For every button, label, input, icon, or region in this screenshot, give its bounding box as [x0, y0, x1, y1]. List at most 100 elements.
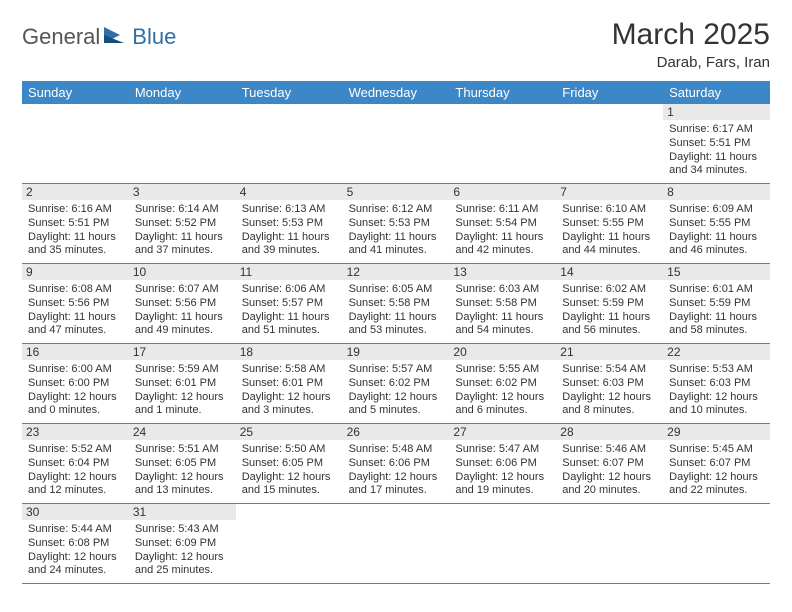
day-dl1: Daylight: 11 hours — [455, 311, 550, 325]
day-sunrise: Sunrise: 5:57 AM — [349, 363, 444, 377]
day-sunset: Sunset: 6:02 PM — [349, 377, 444, 391]
dow-cell: Friday — [556, 81, 663, 104]
day-number: 9 — [22, 264, 129, 280]
day-sunrise: Sunrise: 6:05 AM — [349, 283, 444, 297]
day-cell: 15 Sunrise: 6:01 AMSunset: 5:59 PMDayligh… — [663, 264, 770, 343]
day-sunrise: Sunrise: 5:52 AM — [28, 443, 123, 457]
day-sunset: Sunset: 5:54 PM — [455, 217, 550, 231]
day-dl2: and 49 minutes. — [135, 324, 230, 338]
day-sunrise: Sunrise: 5:51 AM — [135, 443, 230, 457]
day-sunrise: Sunrise: 5:47 AM — [455, 443, 550, 457]
day-dl2: and 12 minutes. — [28, 484, 123, 498]
day-details: Sunrise: 5:58 AMSunset: 6:01 PMDaylight:… — [242, 363, 337, 418]
day-sunset: Sunset: 5:56 PM — [135, 297, 230, 311]
day-cell: 12Sunrise: 6:05 AMSunset: 5:58 PMDayligh… — [343, 264, 450, 343]
day-sunrise: Sunrise: 6:13 AM — [242, 203, 337, 217]
day-details: Sunrise: 6:12 AMSunset: 5:53 PMDaylight:… — [349, 203, 444, 258]
day-number: 28 — [556, 424, 663, 440]
day-cell: 11 Sunrise: 6:06 AMSunset: 5:57 PMDayligh… — [236, 264, 343, 343]
day-cell: 31Sunrise: 5:43 AMSunset: 6:09 PMDayligh… — [129, 504, 236, 583]
day-cell: 16 Sunrise: 6:00 AMSunset: 6:00 PMDayligh… — [22, 344, 129, 423]
day-details: Sunrise: 5:57 AMSunset: 6:02 PMDaylight:… — [349, 363, 444, 418]
day-sunrise: Sunrise: 5:43 AM — [135, 523, 230, 537]
day-cell: 19Sunrise: 5:57 AMSunset: 6:02 PMDayligh… — [343, 344, 450, 423]
day-dl2: and 10 minutes. — [669, 404, 764, 418]
day-number: 5 — [343, 184, 450, 200]
day-number: 27 — [449, 424, 556, 440]
day-details: Sunrise: 5:54 AMSunset: 6:03 PMDaylight:… — [562, 363, 657, 418]
day-details: Sunrise: 5:50 AMSunset: 6:05 PMDaylight:… — [242, 443, 337, 498]
dow-cell: Tuesday — [236, 81, 343, 104]
day-number: 15 — [663, 264, 770, 280]
logo: General Blue — [22, 18, 176, 50]
day-dl2: and 42 minutes. — [455, 244, 550, 258]
day-dl2: and 37 minutes. — [135, 244, 230, 258]
day-sunset: Sunset: 5:57 PM — [242, 297, 337, 311]
day-sunrise: Sunrise: 6:11 AM — [455, 203, 550, 217]
day-number: 24 — [129, 424, 236, 440]
calendar-grid: SundayMondayTuesdayWednesdayThursdayFrid… — [22, 81, 770, 584]
day-details: Sunrise: 6:01 AMSunset: 5:59 PMDaylight:… — [669, 283, 764, 338]
day-sunset: Sunset: 6:05 PM — [242, 457, 337, 471]
day-sunset: Sunset: 6:05 PM — [135, 457, 230, 471]
day-details: Sunrise: 6:00 AMSunset: 6:00 PMDaylight:… — [28, 363, 123, 418]
day-number: 7 — [556, 184, 663, 200]
day-dl1: Daylight: 12 hours — [28, 471, 123, 485]
day-cell: 23Sunrise: 5:52 AMSunset: 6:04 PMDayligh… — [22, 424, 129, 503]
day-details: Sunrise: 6:14 AMSunset: 5:52 PMDaylight:… — [135, 203, 230, 258]
day-dl2: and 24 minutes. — [28, 564, 123, 578]
day-details: Sunrise: 5:46 AMSunset: 6:07 PMDaylight:… — [562, 443, 657, 498]
day-dl1: Daylight: 12 hours — [669, 391, 764, 405]
day-dl1: Daylight: 12 hours — [349, 471, 444, 485]
day-sunrise: Sunrise: 5:55 AM — [455, 363, 550, 377]
day-dl2: and 6 minutes. — [455, 404, 550, 418]
day-details: Sunrise: 5:47 AMSunset: 6:06 PMDaylight:… — [455, 443, 550, 498]
day-dl1: Daylight: 12 hours — [135, 551, 230, 565]
day-details: Sunrise: 6:08 AMSunset: 5:56 PMDaylight:… — [28, 283, 123, 338]
day-sunset: Sunset: 6:07 PM — [669, 457, 764, 471]
day-details: Sunrise: 6:06 AMSunset: 5:57 PMDaylight:… — [242, 283, 337, 338]
day-details: Sunrise: 5:53 AMSunset: 6:03 PMDaylight:… — [669, 363, 764, 418]
day-cell: 4Sunrise: 6:13 AMSunset: 5:53 PMDaylight… — [236, 184, 343, 263]
month-title: March 2025 — [612, 18, 770, 52]
day-number: 16 — [22, 344, 129, 360]
day-details: Sunrise: 5:43 AMSunset: 6:09 PMDaylight:… — [135, 523, 230, 578]
day-cell — [236, 104, 343, 183]
day-dl2: and 44 minutes. — [562, 244, 657, 258]
day-sunrise: Sunrise: 6:06 AM — [242, 283, 337, 297]
day-dl1: Daylight: 11 hours — [669, 151, 764, 165]
day-dl1: Daylight: 12 hours — [28, 551, 123, 565]
day-sunset: Sunset: 5:55 PM — [562, 217, 657, 231]
day-sunrise: Sunrise: 5:53 AM — [669, 363, 764, 377]
day-details: Sunrise: 6:07 AMSunset: 5:56 PMDaylight:… — [135, 283, 230, 338]
page: General Blue March 2025 Darab, Fars, Ira… — [0, 0, 792, 602]
day-number: 17 — [129, 344, 236, 360]
day-cell — [449, 104, 556, 183]
day-cell — [556, 504, 663, 583]
day-number: 11 — [236, 264, 343, 280]
day-dl2: and 19 minutes. — [455, 484, 550, 498]
day-number: 1 — [663, 104, 770, 120]
day-dl2: and 47 minutes. — [28, 324, 123, 338]
day-cell: 18Sunrise: 5:58 AMSunset: 6:01 PMDayligh… — [236, 344, 343, 423]
week-row: 16 Sunrise: 6:00 AMSunset: 6:00 PMDayligh… — [22, 344, 770, 424]
day-sunset: Sunset: 5:51 PM — [669, 137, 764, 151]
day-details: Sunrise: 6:05 AMSunset: 5:58 PMDaylight:… — [349, 283, 444, 338]
day-cell: 29Sunrise: 5:45 AMSunset: 6:07 PMDayligh… — [663, 424, 770, 503]
day-dl1: Daylight: 11 hours — [562, 311, 657, 325]
day-sunrise: Sunrise: 5:54 AM — [562, 363, 657, 377]
day-dl2: and 56 minutes. — [562, 324, 657, 338]
day-dl2: and 53 minutes. — [349, 324, 444, 338]
day-number: 23 — [22, 424, 129, 440]
day-dl1: Daylight: 12 hours — [135, 471, 230, 485]
day-sunrise: Sunrise: 6:01 AM — [669, 283, 764, 297]
day-dl2: and 15 minutes. — [242, 484, 337, 498]
day-number: 30 — [22, 504, 129, 520]
day-details: Sunrise: 5:51 AMSunset: 6:05 PMDaylight:… — [135, 443, 230, 498]
day-sunset: Sunset: 5:56 PM — [28, 297, 123, 311]
day-cell — [449, 504, 556, 583]
day-dl1: Daylight: 12 hours — [562, 471, 657, 485]
day-sunset: Sunset: 6:03 PM — [669, 377, 764, 391]
day-sunrise: Sunrise: 6:03 AM — [455, 283, 550, 297]
day-cell — [343, 104, 450, 183]
